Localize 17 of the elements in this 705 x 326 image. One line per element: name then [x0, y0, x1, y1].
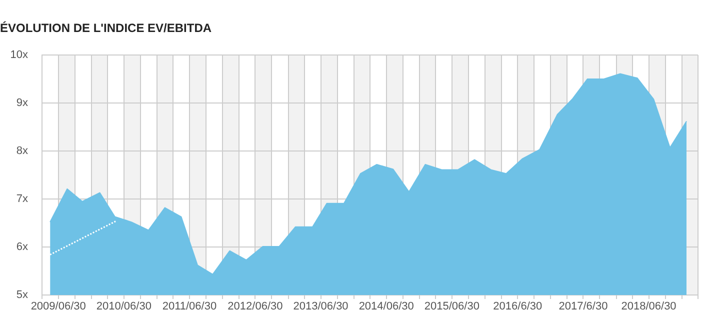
y-tick-label: 7x	[16, 193, 28, 206]
x-tick-label: 2015/06/30	[424, 300, 480, 313]
y-tick-label: 5x	[16, 289, 28, 302]
x-tick-label: 2011/06/30	[162, 300, 217, 313]
x-tick-label: 2018/06/30	[621, 300, 676, 313]
x-tick-label: 2014/06/30	[358, 300, 414, 313]
y-tick-label: 9x	[16, 97, 28, 110]
x-tick-label: 2012/06/30	[228, 300, 283, 313]
x-tick-label: 2013/06/30	[293, 300, 348, 313]
chart-title: ÉVOLUTION DE L'INDICE EV/EBITDA	[0, 21, 212, 35]
y-tick-label: 8x	[16, 145, 28, 158]
x-tick-label: 2016/6/30	[493, 300, 542, 313]
x-tick-label: 2010/06/30	[96, 300, 152, 313]
y-tick-label: 10x	[10, 49, 28, 62]
x-tick-label: 2017/6/30	[558, 300, 608, 313]
x-tick-label: 2009/06/30	[30, 300, 86, 313]
y-tick-label: 6x	[16, 241, 28, 254]
